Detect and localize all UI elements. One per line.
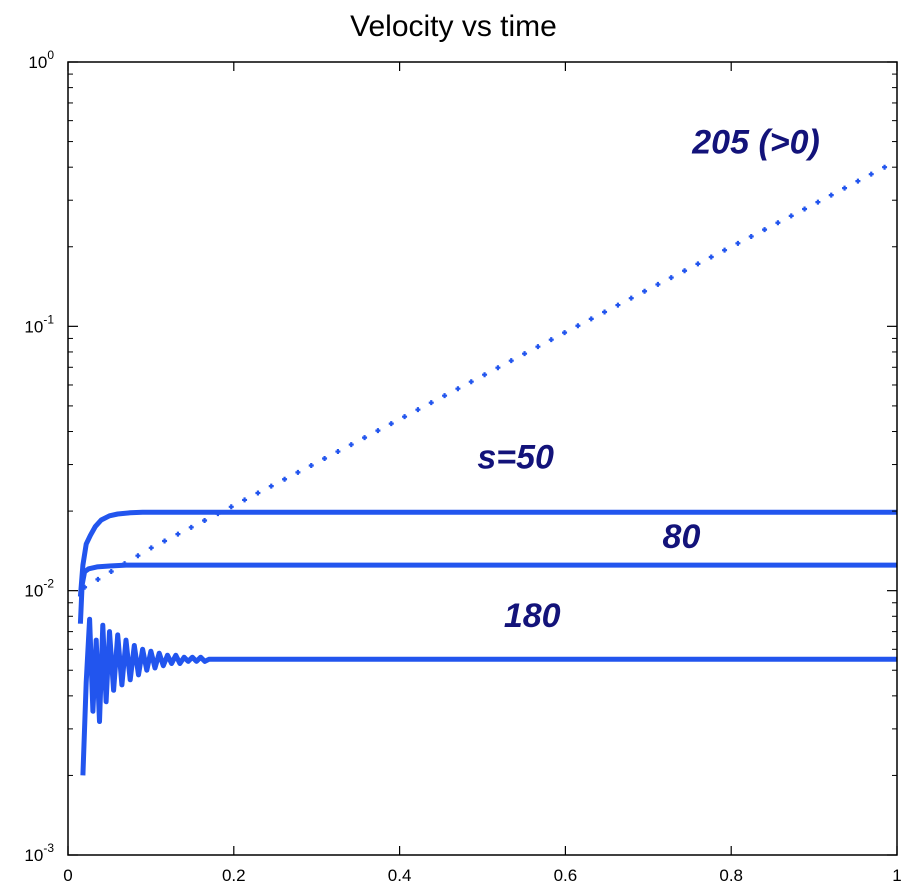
series-point [762, 227, 768, 233]
series-point [415, 407, 421, 413]
plot-frame [67, 61, 898, 856]
series-point [148, 545, 154, 551]
series-point [322, 456, 328, 462]
series-point [455, 386, 461, 392]
series-205-0 [82, 164, 888, 590]
series-point [682, 268, 688, 274]
series-layer [77, 164, 897, 776]
series-180 [80, 616, 897, 776]
series-point [802, 206, 808, 212]
series-point [268, 483, 274, 489]
series-point [588, 316, 594, 322]
series-point [402, 414, 408, 420]
series-point [162, 538, 168, 544]
series-point [202, 517, 208, 523]
series-point [188, 524, 194, 530]
series-point [602, 309, 608, 315]
x-tick-label: 0.8 [719, 866, 743, 884]
chart-title: Velocity vs time [350, 10, 557, 43]
series-point [95, 576, 101, 582]
series-point [282, 476, 288, 482]
x-tick-label: 0.6 [554, 866, 578, 884]
series-point [628, 295, 634, 301]
series-point [468, 379, 474, 385]
x-tick-label: 0.4 [388, 866, 412, 884]
series-point [442, 393, 448, 399]
series-point [615, 302, 621, 308]
series-point [695, 261, 701, 267]
series-point [295, 469, 301, 475]
series-point [348, 442, 354, 448]
series-point [722, 247, 728, 253]
series-point [735, 240, 741, 246]
series-point [335, 449, 341, 455]
series-point [842, 185, 848, 191]
series-point [575, 323, 581, 329]
series-point [668, 275, 674, 281]
series-point [815, 199, 821, 205]
series-point [135, 553, 141, 559]
series-point [495, 365, 501, 371]
series-point [522, 351, 528, 357]
series-point [535, 344, 541, 350]
series-point [655, 281, 661, 287]
series-point [828, 192, 834, 198]
series-point [175, 531, 181, 537]
series-point [868, 171, 874, 177]
annotation-layer: 205 (>0) s=50 80 180 [477, 124, 820, 635]
series-point [108, 568, 114, 574]
series-label: 180 [504, 597, 561, 635]
x-tick-label: 0 [63, 866, 72, 884]
series-label: s=50 [477, 438, 554, 476]
y-tick-label: 10-3 [24, 841, 54, 865]
axis-layer: 0 0.2 0.4 0.6 0.8 1 100 10-1 10-2 10-3 [24, 48, 901, 884]
series-point [642, 288, 648, 294]
series-point [775, 220, 781, 226]
series-point [375, 428, 381, 434]
x-tick-label: 1 [892, 866, 901, 884]
series-label: 80 [663, 518, 701, 556]
series-point [562, 330, 568, 336]
series-point [855, 178, 861, 184]
series-point [508, 358, 514, 364]
series-point [482, 372, 488, 378]
series-point [308, 462, 314, 468]
series-point [708, 254, 714, 260]
series-point [548, 337, 554, 343]
series-80 [77, 562, 897, 624]
series-point [362, 435, 368, 441]
series-point [748, 233, 754, 239]
series-point [255, 490, 261, 496]
series-s-50 [77, 509, 897, 597]
series-point [428, 400, 434, 406]
series-point [388, 421, 394, 427]
series-point [228, 504, 234, 510]
series-point [788, 213, 794, 219]
y-tick-label: 10-2 [24, 577, 54, 601]
y-tick-label: 10-1 [24, 312, 54, 336]
series-label: 205 (>0) [691, 124, 820, 162]
series-point [242, 497, 248, 503]
series-point [882, 164, 888, 170]
y-tick-label: 100 [28, 48, 54, 72]
x-tick-label: 0.2 [222, 866, 246, 884]
